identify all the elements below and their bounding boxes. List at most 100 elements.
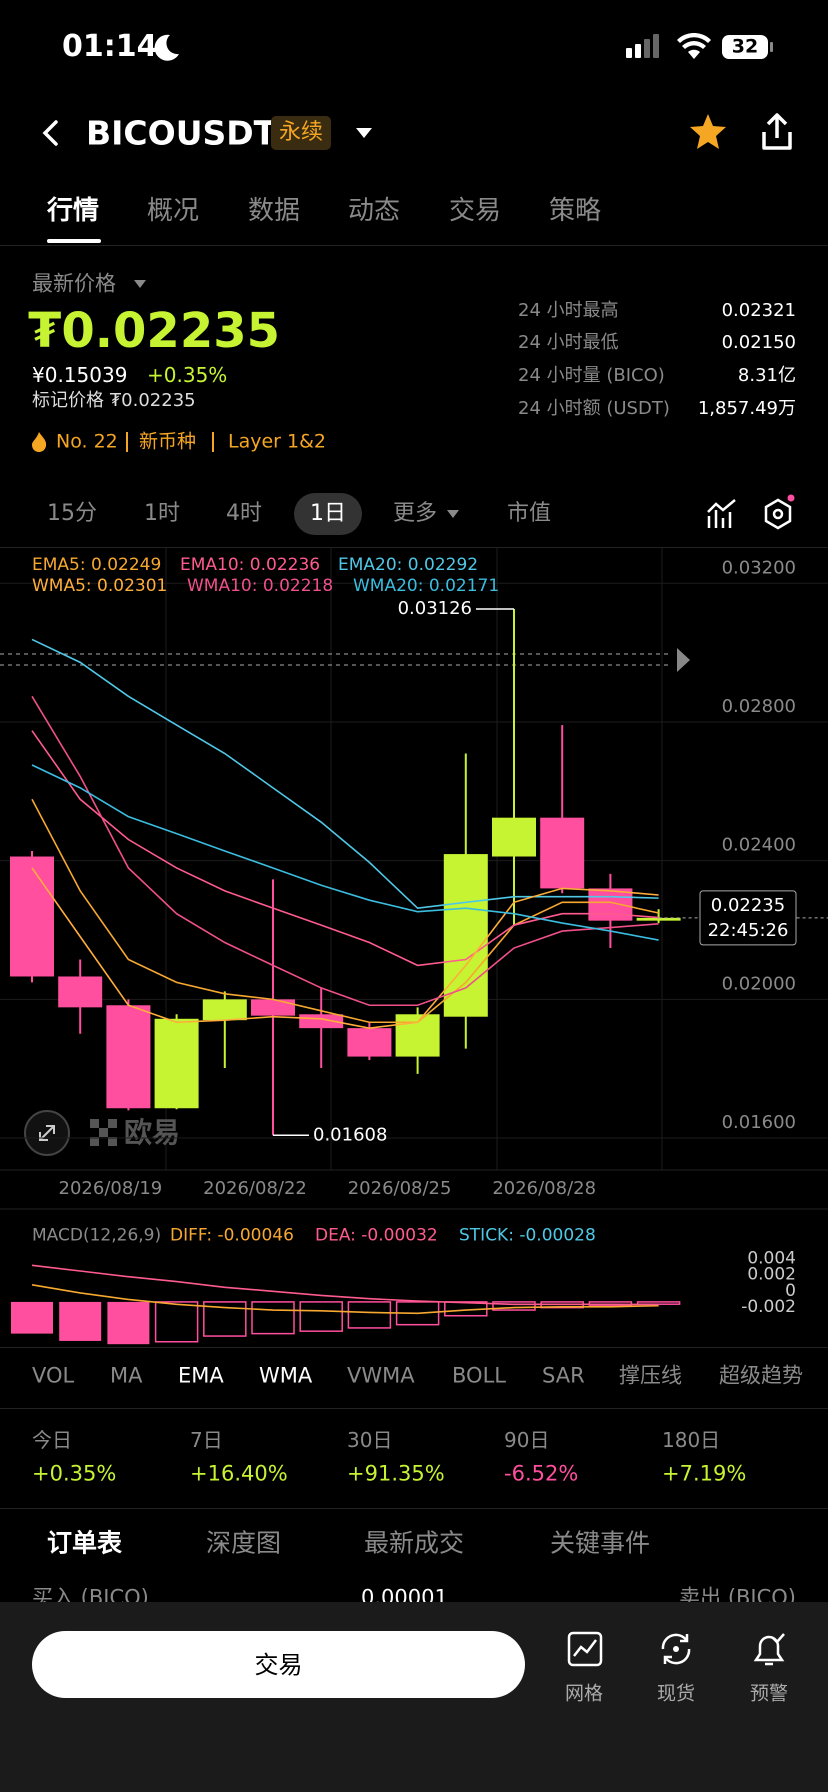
- price-tag-box: [699, 890, 797, 946]
- y-tick-label: 0.02800: [722, 696, 796, 717]
- spot-icon[interactable]: [657, 1630, 695, 1668]
- indicator-tab[interactable]: SAR: [542, 1363, 585, 1388]
- divider: [0, 1508, 828, 1509]
- indicator-tab-active[interactable]: WMA: [259, 1363, 313, 1388]
- tag-separator: [126, 432, 128, 452]
- tab[interactable]: 动态: [348, 196, 401, 226]
- category-tag: Layer 1&2: [228, 430, 327, 453]
- indicator-tab[interactable]: VOL: [32, 1363, 75, 1388]
- wifi-icon: [677, 33, 711, 59]
- macd-bar: [347, 1301, 392, 1329]
- candle-body: [588, 888, 633, 921]
- ma-line: [31, 730, 659, 967]
- indicator-tab[interactable]: 超级趋势: [719, 1363, 803, 1388]
- macd-bar: [59, 1301, 102, 1341]
- tab[interactable]: 行情: [47, 196, 100, 226]
- tab[interactable]: 数据: [248, 196, 301, 226]
- macd-bar: [492, 1301, 536, 1311]
- action-label[interactable]: 网格: [564, 1682, 603, 1705]
- macd-line: [31, 1284, 659, 1315]
- bottom-bar: 交易 网格 现货 预警: [0, 1602, 828, 1792]
- category-tag: 新币种: [139, 430, 197, 453]
- trade-button-label: 交易: [254, 1651, 303, 1679]
- trade-button[interactable]: 交易: [32, 1631, 525, 1698]
- alert-icon[interactable]: [750, 1630, 788, 1668]
- legend-item: DIFF: -0.00046: [170, 1225, 294, 1246]
- interval[interactable]: 15分: [47, 501, 97, 526]
- legend-item: EMA5: 0.02249: [32, 555, 161, 575]
- return-period: 7日: [190, 1428, 223, 1452]
- indicator-tab[interactable]: MA: [110, 1363, 143, 1388]
- legend-item: EMA10: 0.02236: [180, 555, 320, 575]
- return-period: 180日: [662, 1428, 721, 1452]
- annotation-high: 0.03126: [398, 598, 472, 619]
- cny-price: ¥0.15039: [32, 363, 128, 387]
- indicator-button[interactable]: [706, 498, 738, 530]
- signal-icon: [626, 34, 659, 58]
- battery-tip: [770, 42, 773, 52]
- y-tick-label: 0.004: [747, 1248, 796, 1268]
- stat-value: 0.02150: [721, 332, 796, 353]
- indicator-tab-active[interactable]: EMA: [178, 1363, 224, 1388]
- macd-line: [31, 1264, 659, 1306]
- macd-bar: [154, 1301, 199, 1343]
- action-label[interactable]: 现货: [656, 1682, 695, 1705]
- tab[interactable]: 交易: [449, 196, 502, 226]
- order-tab[interactable]: 深度图: [206, 1528, 282, 1558]
- x-tick-label: 2026/08/19: [59, 1178, 163, 1199]
- interval-selected-bg: [294, 493, 362, 535]
- candlestick-chart: 欧易 0.03200 0.02800 0.02400 0.02000 0.01600 20…: [0, 548, 828, 1210]
- candle-body: [202, 999, 247, 1021]
- macd-bar: [299, 1301, 343, 1332]
- mark-price: 标记价格 ₮0.02235: [32, 390, 196, 411]
- tab[interactable]: 策略: [549, 196, 602, 226]
- return-period: 30日: [347, 1428, 393, 1452]
- candle-body: [10, 856, 54, 977]
- favorite-star[interactable]: [688, 112, 728, 152]
- legend-item: WMA20: 0.02171: [353, 576, 499, 596]
- y-tick-label: 0.002: [747, 1265, 796, 1285]
- order-tab-active[interactable]: 订单表: [47, 1528, 123, 1558]
- macd-bar: [251, 1301, 295, 1335]
- candle-body: [636, 917, 681, 921]
- interval[interactable]: 市值: [507, 501, 552, 526]
- grid-icon[interactable]: [566, 1630, 604, 1668]
- macd-title: MACD(12,26,9): [32, 1225, 162, 1246]
- return-change: -6.52%: [504, 1461, 579, 1486]
- stat-value: 1,857.49万: [697, 398, 796, 419]
- stat-label: 24 小时最高: [518, 300, 619, 321]
- settings-button[interactable]: [762, 494, 796, 532]
- symbol[interactable]: BICOUSDT: [86, 113, 277, 153]
- interval-selected[interactable]: 1日: [310, 501, 346, 526]
- price-label: 最新价格: [32, 271, 116, 296]
- candle-body: [540, 817, 585, 889]
- stat-label: 24 小时最低: [518, 332, 619, 353]
- more-dropdown[interactable]: [446, 509, 460, 519]
- macd-bar: [11, 1301, 53, 1334]
- order-tab[interactable]: 关键事件: [550, 1528, 651, 1558]
- x-tick-label: 2026/08/25: [348, 1178, 452, 1199]
- macd-bar: [588, 1301, 633, 1306]
- x-tick-label: 2026/08/28: [492, 1178, 596, 1199]
- tab[interactable]: 概况: [147, 196, 200, 226]
- return-change: +7.19%: [662, 1461, 747, 1486]
- share-button[interactable]: [758, 112, 796, 152]
- interval-more[interactable]: 更多: [393, 501, 438, 526]
- candle-body: [154, 1018, 199, 1109]
- candle-body: [443, 854, 488, 1017]
- ma-line: [31, 867, 659, 1029]
- interval[interactable]: 4时: [226, 501, 262, 526]
- y-tick-label: 0.01600: [722, 1112, 796, 1133]
- price-dropdown[interactable]: [133, 279, 147, 289]
- indicator-tab[interactable]: BOLL: [452, 1363, 506, 1388]
- back-button[interactable]: [38, 118, 64, 148]
- symbol-dropdown[interactable]: [354, 126, 374, 140]
- macd-bar: [203, 1301, 247, 1337]
- indicator-tab[interactable]: VWMA: [347, 1363, 415, 1388]
- interval[interactable]: 1时: [144, 501, 180, 526]
- y-tick-label: 0: [785, 1281, 796, 1301]
- indicator-tab[interactable]: 撑压线: [619, 1363, 682, 1388]
- order-tab[interactable]: 最新成交: [364, 1528, 465, 1558]
- action-label[interactable]: 预警: [749, 1682, 788, 1705]
